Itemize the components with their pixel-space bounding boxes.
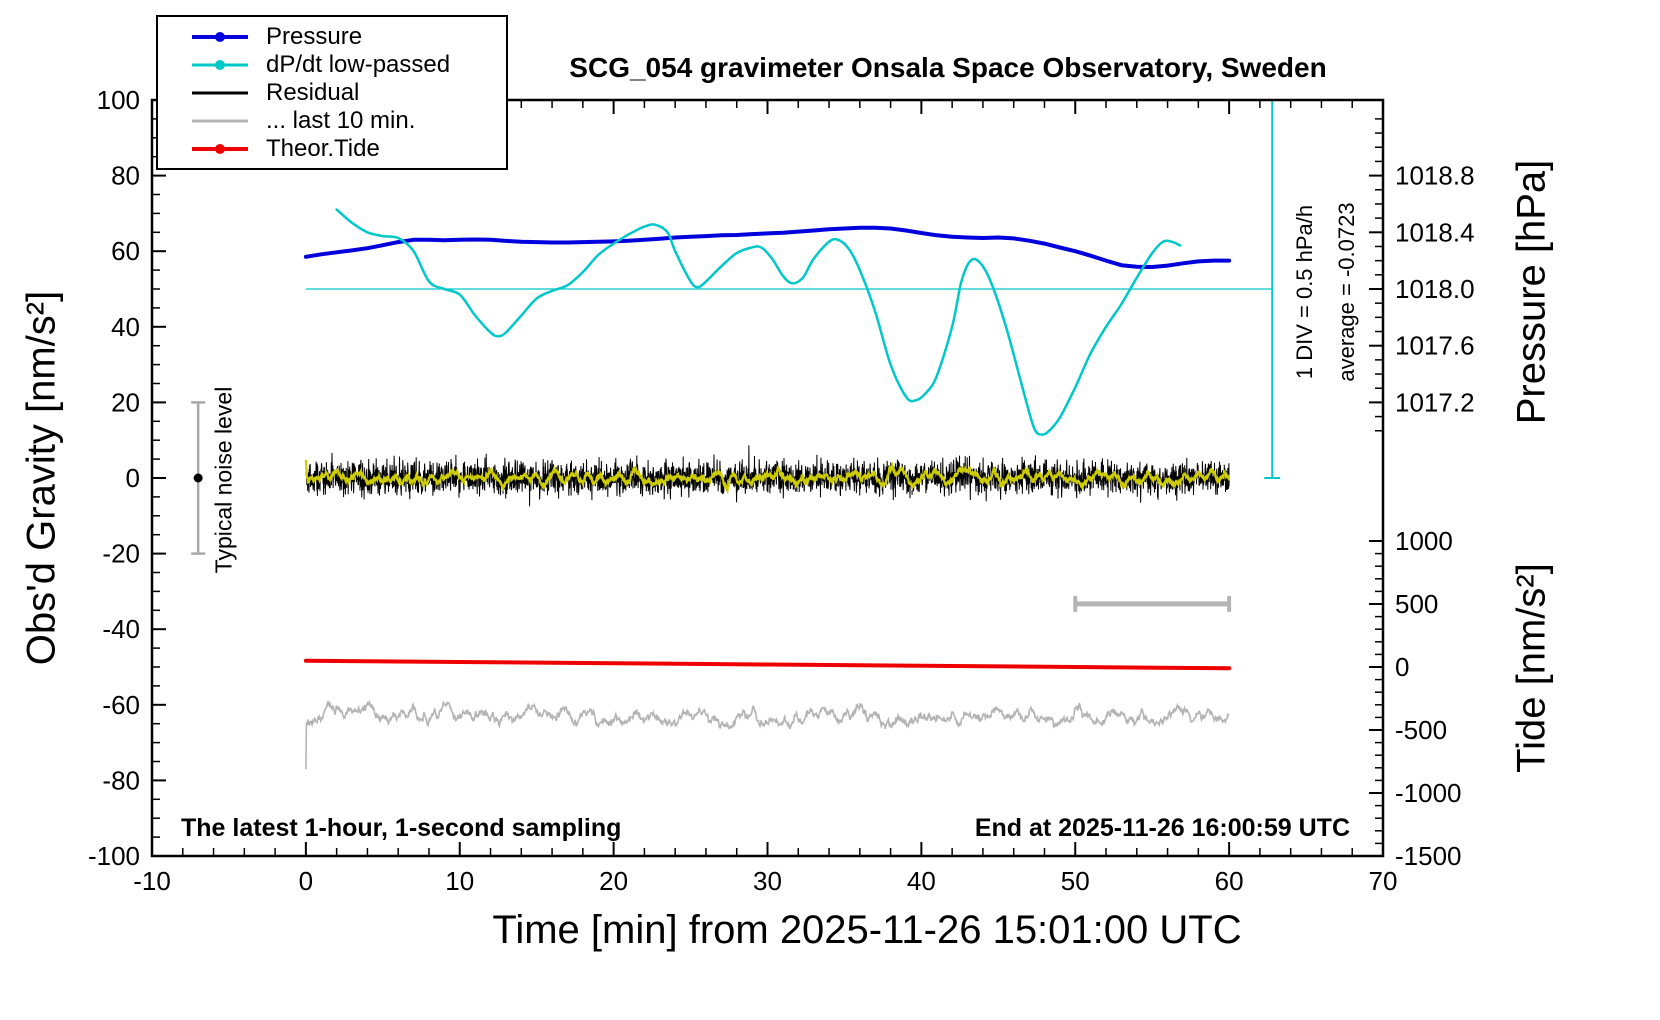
legend-item-theortide: Theor.Tide — [192, 135, 506, 163]
y-left-tick-label: -100 — [88, 841, 140, 871]
residual-smoothed-line — [304, 459, 1231, 495]
dpdt-series-line — [335, 208, 1182, 436]
end-time-note: End at 2025-11-26 16:00:59 UTC — [974, 814, 1350, 842]
typical-noise-level-label: Typical noise level — [210, 386, 237, 574]
legend-item-dpdt: dP/dt low-passed — [192, 51, 506, 79]
theor-tide-line — [303, 658, 1232, 671]
pressure-tick-label: 1018.0 — [1395, 274, 1475, 304]
legend: Pressure dP/dt low-passed Residual ... l… — [156, 15, 508, 170]
pressure-tick-label: 1017.6 — [1395, 331, 1475, 361]
x-tick-label: 70 — [1369, 866, 1398, 896]
residual-series-line — [305, 445, 1230, 507]
y-left-tick-label: 20 — [111, 387, 140, 417]
y-left-tick-label: 60 — [111, 236, 140, 266]
y-left-tick-label: 100 — [97, 85, 140, 115]
last10min-series-line — [305, 699, 1230, 770]
legend-swatch-dpdt — [192, 59, 248, 71]
y-axis-label-tide: Tide [nm/s²] — [1509, 563, 1554, 773]
x-tick-label: 0 — [299, 866, 313, 896]
x-tick-label: -10 — [133, 866, 171, 896]
pressure-series-line — [303, 225, 1232, 269]
x-tick-label: 50 — [1061, 866, 1090, 896]
average-label: average = -0.0723 — [1334, 202, 1359, 382]
tide-tick-label: 500 — [1395, 589, 1438, 619]
legend-label-last10min: ... last 10 min. — [266, 107, 416, 134]
div-scale-label: 1 DIV = 0.5 hPa/h — [1292, 204, 1317, 380]
plot-title: SCG_054 gravimeter Onsala Space Observat… — [569, 52, 1327, 83]
y-left-tick-label: -40 — [102, 614, 140, 644]
y-left-tick-label: 0 — [126, 463, 140, 493]
tide-tick-label: -500 — [1395, 715, 1447, 745]
tide-tick-label: -1000 — [1395, 778, 1462, 808]
y-left-tick-label: -80 — [102, 765, 140, 795]
x-tick-label: 30 — [753, 866, 782, 896]
y-left-tick-label: -20 — [102, 539, 140, 569]
legend-item-pressure: Pressure — [192, 23, 506, 51]
x-tick-label: 20 — [599, 866, 628, 896]
legend-label-theortide: Theor.Tide — [266, 135, 380, 162]
legend-swatch-theortide — [192, 143, 248, 155]
legend-label-residual: Residual — [266, 79, 360, 106]
legend-swatch-last10min — [192, 115, 248, 127]
legend-swatch-pressure — [192, 31, 248, 43]
y-left-tick-label: -60 — [102, 690, 140, 720]
x-tick-label: 60 — [1215, 866, 1244, 896]
legend-label-dpdt: dP/dt low-passed — [266, 51, 451, 78]
y-left-tick-label: 80 — [111, 161, 140, 191]
y-axis-label-pressure: Pressure [hPa] — [1509, 159, 1554, 425]
y-axis-label-gravity: Obs'd Gravity [nm/s²] — [19, 290, 64, 666]
legend-item-last10min: ... last 10 min. — [192, 107, 506, 135]
pressure-tick-label: 1018.4 — [1395, 217, 1475, 247]
x-tick-label: 40 — [907, 866, 936, 896]
pressure-tick-label: 1017.2 — [1395, 387, 1475, 417]
x-tick-label: 10 — [445, 866, 474, 896]
sampling-note: The latest 1-hour, 1-second sampling — [181, 814, 622, 842]
pressure-tick-label: 1018.8 — [1395, 161, 1475, 191]
tide-tick-label: -1500 — [1395, 841, 1462, 871]
y-left-tick-label: 40 — [111, 312, 140, 342]
legend-item-residual: Residual — [192, 79, 506, 107]
x-axis-label: Time [min] from 2025-11-26 15:01:00 UTC — [492, 908, 1242, 952]
noise-level-dot — [193, 473, 203, 483]
legend-swatch-residual — [192, 87, 248, 99]
tide-tick-label: 1000 — [1395, 526, 1453, 556]
legend-label-pressure: Pressure — [266, 23, 363, 50]
tide-tick-label: 0 — [1395, 652, 1409, 682]
